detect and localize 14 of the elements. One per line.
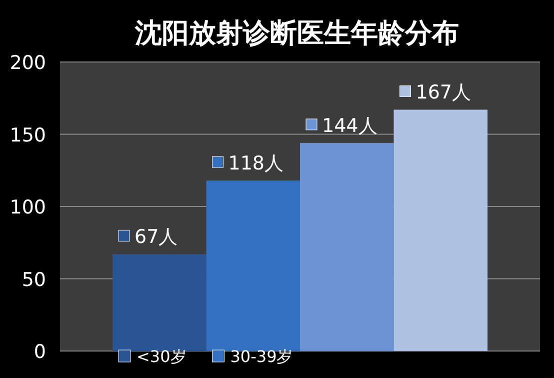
y-tick-label: 50 [22, 268, 46, 291]
data-label: 118人 [228, 152, 284, 174]
y-tick-label: 100 [10, 196, 46, 218]
y-tick-label: 0 [34, 341, 46, 363]
legend-label: 30-39岁 [230, 347, 293, 366]
y-tick-label: 200 [10, 52, 46, 74]
data-label: 144人 [322, 114, 378, 137]
legend-label: <30岁 [136, 347, 186, 366]
data-label: 67人 [134, 226, 178, 248]
bar [394, 110, 488, 351]
data-label: 167人 [416, 82, 472, 104]
bar [300, 142, 394, 351]
chart-title: 沈阳放射诊断医生年龄分布 [134, 18, 459, 49]
y-tick-label: 150 [10, 124, 46, 146]
